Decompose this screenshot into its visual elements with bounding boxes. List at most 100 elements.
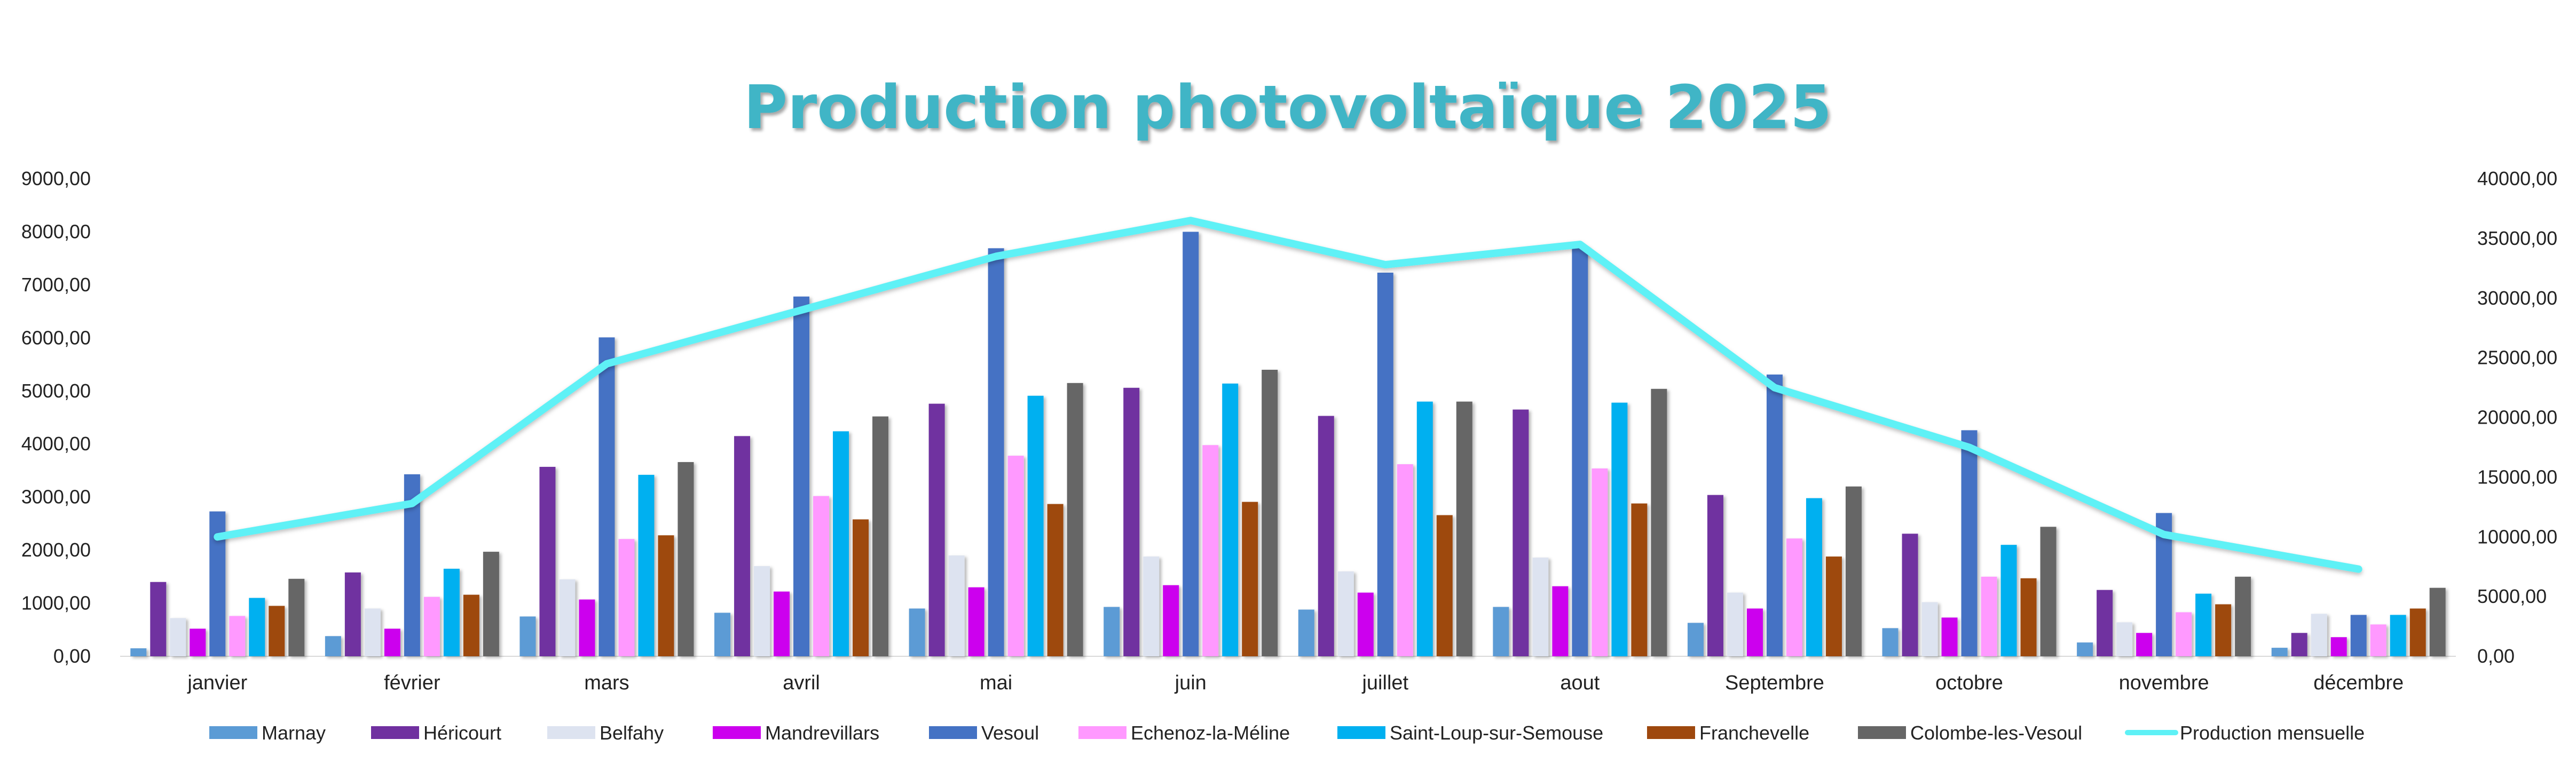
line-point-3 — [798, 307, 805, 314]
bar-marnay-5 — [1104, 607, 1120, 656]
legend-swatch — [1858, 726, 1906, 739]
line-point-10 — [2161, 531, 2168, 538]
legend-label: Mandrevillars — [765, 722, 879, 744]
x-tick-label: Septembre — [1725, 672, 1824, 694]
bar-colombe-les-vesoul-2 — [678, 462, 694, 656]
bar-saint-loup-sur-semouse-2 — [638, 474, 655, 656]
x-tick-label: octobre — [1935, 672, 2003, 694]
bar-belfahy-9 — [1921, 602, 1938, 656]
bar-marnay-7 — [1493, 607, 1509, 656]
legend-swatch — [547, 726, 595, 739]
y-tick-label-left: 9000,00 — [21, 168, 91, 189]
bar-h-ricourt-9 — [1902, 534, 1918, 656]
bar-colombe-les-vesoul-8 — [1845, 486, 1862, 656]
bar-h-ricourt-1 — [344, 572, 361, 656]
x-tick-label: janvier — [187, 672, 247, 694]
bar-franchevelle-10 — [2215, 604, 2232, 656]
bar-franchevelle-11 — [2409, 608, 2426, 656]
bar-vesoul-7 — [1572, 247, 1588, 656]
bar-mandrevillars-10 — [2136, 633, 2153, 656]
bar-belfahy-6 — [1337, 571, 1354, 656]
bar-vesoul-3 — [793, 296, 810, 656]
bar-franchevelle-9 — [2020, 578, 2037, 656]
bar-saint-loup-sur-semouse-4 — [1027, 395, 1044, 656]
bar-belfahy-3 — [754, 566, 770, 656]
bar-vesoul-5 — [1183, 232, 1199, 656]
bar-vesoul-8 — [1766, 374, 1783, 656]
bar-echenoz-la-m-line-7 — [1592, 468, 1608, 656]
bar-echenoz-la-m-line-2 — [618, 539, 635, 656]
x-tick-label: juillet — [1361, 672, 1408, 694]
bar-saint-loup-sur-semouse-3 — [833, 431, 849, 656]
bar-echenoz-la-m-line-0 — [229, 616, 246, 656]
bar-marnay-1 — [325, 636, 341, 656]
bar-h-ricourt-10 — [2097, 590, 2113, 656]
bar-saint-loup-sur-semouse-10 — [2195, 593, 2212, 656]
bar-franchevelle-7 — [1631, 503, 1648, 656]
line-point-7 — [1577, 241, 1584, 248]
bar-echenoz-la-m-line-5 — [1202, 445, 1219, 656]
legend-swatch — [209, 726, 257, 739]
bar-vesoul-6 — [1377, 273, 1393, 656]
y-tick-label-left: 6000,00 — [21, 327, 91, 348]
bar-franchevelle-2 — [658, 535, 674, 656]
y-tick-label-right: 10000,00 — [2477, 526, 2557, 547]
bar-h-ricourt-5 — [1123, 387, 1140, 656]
bar-marnay-8 — [1687, 623, 1704, 656]
chart-title: Production photovoltaïque 2025 — [744, 73, 1832, 142]
bar-h-ricourt-7 — [1512, 409, 1529, 656]
bar-h-ricourt-4 — [928, 403, 945, 656]
bar-colombe-les-vesoul-10 — [2235, 576, 2251, 656]
bar-belfahy-7 — [1532, 558, 1549, 656]
bar-h-ricourt-6 — [1318, 416, 1334, 656]
legend-label: Production mensuelle — [2180, 722, 2365, 744]
legend-label: Colombe-les-Vesoul — [1910, 722, 2082, 744]
bar-mandrevillars-2 — [579, 599, 595, 656]
x-tick-label: aout — [1560, 672, 1600, 694]
line-point-1 — [408, 500, 415, 507]
line-point-9 — [1966, 444, 1973, 451]
y-tick-label-left: 0,00 — [53, 645, 91, 667]
legend-label: Héricourt — [423, 722, 501, 744]
x-tick-label: avril — [783, 672, 820, 694]
y-tick-label-left: 8000,00 — [21, 220, 91, 242]
bar-echenoz-la-m-line-11 — [2370, 624, 2386, 656]
legend-label: Belfahy — [600, 722, 664, 744]
x-tick-label: février — [384, 672, 440, 694]
legend-swatch — [929, 726, 977, 739]
legend-label: Vesoul — [981, 722, 1039, 744]
bar-marnay-0 — [130, 648, 147, 656]
bar-franchevelle-3 — [853, 519, 869, 656]
bar-echenoz-la-m-line-9 — [1981, 576, 1997, 656]
bar-colombe-les-vesoul-0 — [288, 578, 305, 656]
bar-marnay-6 — [1298, 609, 1314, 656]
line-production-mensuelle — [214, 217, 2362, 573]
x-tick-label: décembre — [2313, 672, 2404, 694]
plot-area: 0,00 1000,00 2000,00 3000,00 4000,00 5000,00 6… — [21, 168, 2557, 744]
bar-mandrevillars-7 — [1552, 586, 1569, 656]
bar-vesoul-9 — [1961, 430, 1978, 656]
bar-marnay-3 — [714, 613, 731, 656]
y-tick-label-right: 40000,00 — [2477, 168, 2557, 189]
y-tick-label-right: 30000,00 — [2477, 287, 2557, 309]
bar-marnay-11 — [2271, 648, 2288, 656]
y-tick-label-left: 2000,00 — [21, 539, 91, 561]
y-tick-label-left: 7000,00 — [21, 274, 91, 296]
bar-colombe-les-vesoul-6 — [1456, 401, 1472, 656]
bar-echenoz-la-m-line-4 — [1007, 456, 1024, 656]
bar-belfahy-8 — [1727, 592, 1743, 656]
bar-franchevelle-5 — [1242, 502, 1258, 656]
bar-h-ricourt-0 — [150, 582, 167, 656]
line-point-5 — [1187, 217, 1194, 224]
bar-belfahy-2 — [559, 579, 576, 656]
bar-belfahy-11 — [2311, 614, 2327, 656]
bar-h-ricourt-8 — [1707, 495, 1723, 656]
bar-vesoul-2 — [598, 337, 615, 656]
bar-mandrevillars-4 — [968, 587, 984, 656]
bar-saint-loup-sur-semouse-0 — [249, 598, 265, 656]
x-tick-label: novembre — [2119, 672, 2209, 694]
x-tick-label: mai — [980, 672, 1012, 694]
y-tick-label-right: 20000,00 — [2477, 407, 2557, 428]
